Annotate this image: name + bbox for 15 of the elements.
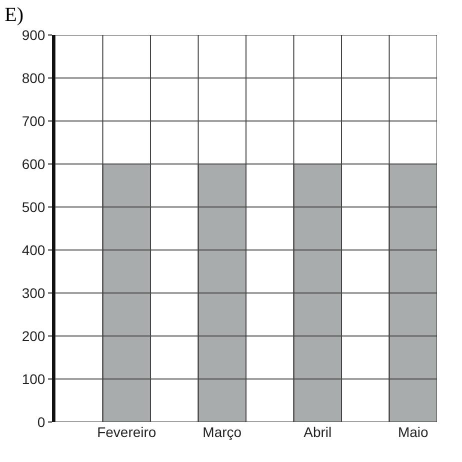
x-tick-label: Abril bbox=[304, 424, 332, 440]
x-tick-label: Fevereiro bbox=[97, 424, 156, 440]
y-tick-label: 500 bbox=[22, 198, 46, 215]
y-tick-label: 100 bbox=[22, 370, 46, 387]
y-tick-label: 0 bbox=[37, 414, 46, 430]
y-tick-label: 900 bbox=[22, 26, 46, 43]
y-tick-label: 800 bbox=[22, 70, 46, 86]
x-tick-label: Março bbox=[202, 424, 242, 440]
y-tick-label: 200 bbox=[22, 328, 46, 344]
y-tick-label: 700 bbox=[22, 112, 46, 129]
x-tick-label: Maio bbox=[398, 424, 429, 440]
y-tick-label: 300 bbox=[22, 284, 46, 301]
y-tick-label: 600 bbox=[22, 156, 46, 172]
y-tick-label: 400 bbox=[22, 242, 46, 258]
chart-title: E) bbox=[4, 4, 24, 26]
